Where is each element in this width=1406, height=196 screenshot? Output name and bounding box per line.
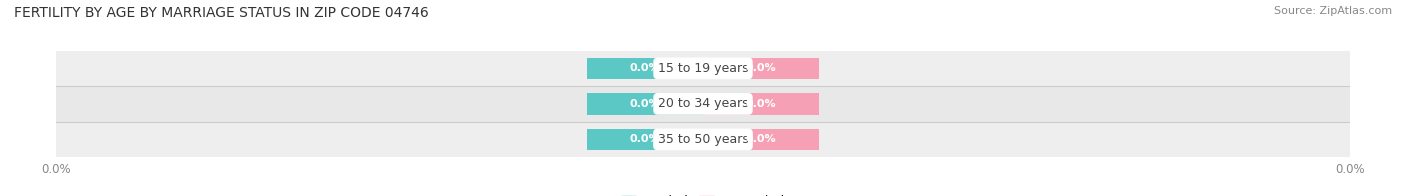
Bar: [56, 51, 1350, 86]
Text: 35 to 50 years: 35 to 50 years: [658, 133, 748, 146]
Text: 0.0%: 0.0%: [630, 134, 659, 144]
Text: 20 to 34 years: 20 to 34 years: [658, 97, 748, 110]
Text: 15 to 19 years: 15 to 19 years: [658, 62, 748, 75]
Bar: [56, 86, 1350, 122]
Text: 0.0%: 0.0%: [630, 63, 659, 73]
Bar: [703, 129, 820, 150]
Bar: [56, 122, 1350, 157]
Legend: Married, Unmarried: Married, Unmarried: [621, 195, 785, 196]
Bar: [586, 58, 703, 79]
Bar: [586, 93, 703, 114]
Bar: [586, 129, 703, 150]
Text: 0.0%: 0.0%: [747, 63, 776, 73]
Text: 0.0%: 0.0%: [630, 99, 659, 109]
Bar: [703, 93, 820, 114]
Text: Source: ZipAtlas.com: Source: ZipAtlas.com: [1274, 6, 1392, 16]
Text: 0.0%: 0.0%: [747, 99, 776, 109]
Text: FERTILITY BY AGE BY MARRIAGE STATUS IN ZIP CODE 04746: FERTILITY BY AGE BY MARRIAGE STATUS IN Z…: [14, 6, 429, 20]
Bar: [703, 58, 820, 79]
Text: 0.0%: 0.0%: [747, 134, 776, 144]
